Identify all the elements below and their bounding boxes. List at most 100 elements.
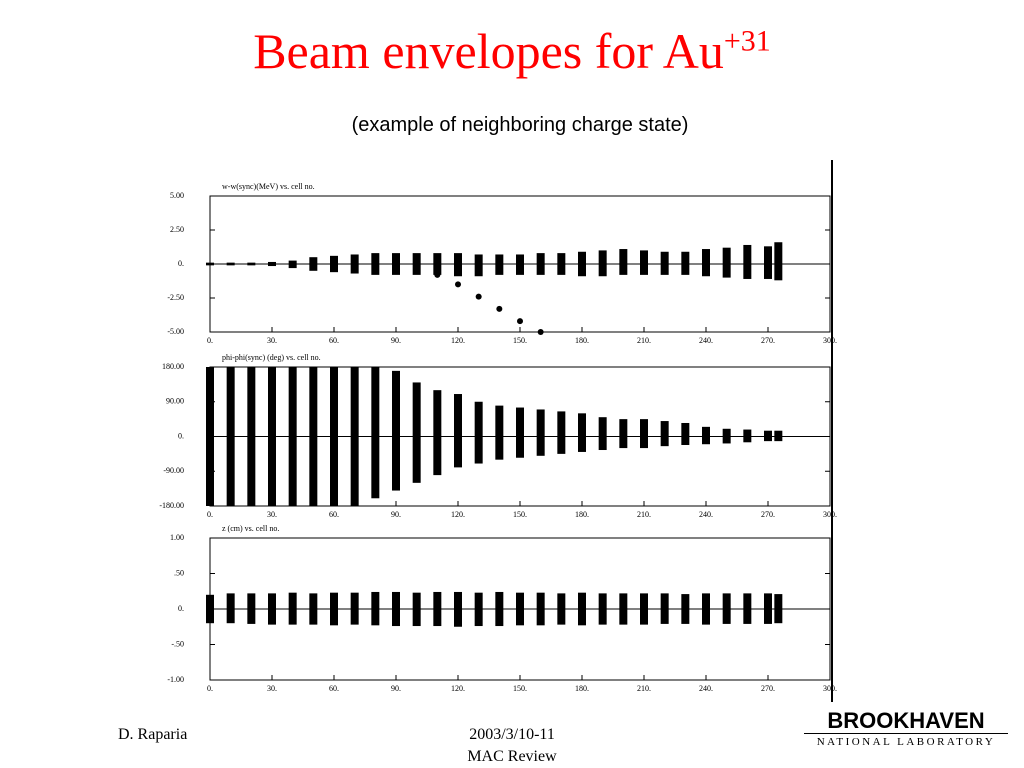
envelope-bar xyxy=(722,247,731,278)
envelope-bar xyxy=(330,592,338,626)
envelope-bar xyxy=(578,251,586,277)
lost-particle xyxy=(517,318,523,325)
x-tick-label: 90. xyxy=(391,336,401,345)
envelope-bar xyxy=(330,255,338,273)
envelope-bar xyxy=(774,594,783,624)
envelope-bar xyxy=(722,593,731,624)
date: 2003/3/10-11 xyxy=(469,726,555,743)
envelope-bar xyxy=(371,253,380,275)
envelope-bar xyxy=(412,382,421,483)
envelope-bar xyxy=(774,242,783,281)
envelope-bar xyxy=(743,429,752,443)
envelope-bar xyxy=(454,394,462,468)
envelope-bar xyxy=(619,249,628,275)
y-tick-label: 0. xyxy=(178,604,184,613)
envelope-bar xyxy=(309,593,318,625)
x-tick-label: 30. xyxy=(267,510,277,519)
envelope-bar xyxy=(433,390,442,476)
envelope-bar xyxy=(598,250,607,277)
envelope-bar xyxy=(598,593,607,625)
y-tick-label: -1.00 xyxy=(167,675,184,684)
envelope-bar xyxy=(578,592,586,626)
x-tick-label: 180. xyxy=(575,684,589,693)
logo-top: BROOKHAVEN xyxy=(827,708,985,733)
x-tick-label: 0. xyxy=(207,510,213,519)
envelope-bar xyxy=(350,592,359,625)
envelope-bar xyxy=(392,370,400,491)
envelope-bar xyxy=(226,367,235,506)
envelope-bar xyxy=(774,430,783,442)
lost-particle xyxy=(496,305,503,312)
envelope-bar xyxy=(288,367,297,506)
envelope-bar xyxy=(702,593,710,625)
envelope-bar xyxy=(247,593,256,624)
envelope-bar xyxy=(288,592,297,625)
y-tick-label: 0. xyxy=(178,431,184,440)
slide-title-wrap: Beam envelopes for Au+31 xyxy=(0,22,1024,80)
envelope-bar xyxy=(350,254,359,274)
envelope-bar xyxy=(206,262,214,266)
envelope-bar xyxy=(412,253,421,275)
x-tick-label: 270. xyxy=(761,684,775,693)
envelope-bar xyxy=(681,422,690,445)
x-tick-label: 0. xyxy=(207,684,213,693)
envelope-bar xyxy=(640,250,648,275)
x-tick-label: 60. xyxy=(329,684,339,693)
envelope-bar xyxy=(660,593,669,624)
y-tick-label: -90.00 xyxy=(163,466,184,475)
envelope-bar xyxy=(578,413,586,452)
envelope-bar xyxy=(702,249,710,277)
x-tick-label: 120. xyxy=(451,336,465,345)
envelope-bar xyxy=(640,419,648,449)
envelope-bar xyxy=(226,262,235,266)
plot-title: phi-phi(sync) (deg) vs. cell no. xyxy=(222,353,321,362)
envelope-bar xyxy=(392,253,400,275)
x-tick-label: 270. xyxy=(761,510,775,519)
envelope-bar xyxy=(557,253,566,275)
envelope-bar xyxy=(454,591,462,627)
envelope-bar xyxy=(764,593,772,624)
envelope-bar xyxy=(392,591,400,627)
y-tick-label: -180.00 xyxy=(159,501,184,510)
envelope-bar xyxy=(268,593,276,625)
y-tick-label: 5.00 xyxy=(170,191,184,200)
envelope-bar xyxy=(681,251,690,275)
envelope-bar xyxy=(743,244,752,279)
y-tick-label: 2.50 xyxy=(170,225,184,234)
envelope-bar xyxy=(557,593,566,625)
envelope-bar xyxy=(371,591,380,626)
x-tick-label: 240. xyxy=(699,336,713,345)
envelope-bar xyxy=(206,594,214,624)
lost-particle xyxy=(475,293,482,300)
y-tick-label: -5.00 xyxy=(167,327,184,336)
x-tick-label: 90. xyxy=(391,510,401,519)
envelope-bar xyxy=(206,367,214,506)
envelope-bar xyxy=(598,417,607,451)
x-tick-label: 300. xyxy=(823,510,837,519)
envelope-bar xyxy=(226,593,235,624)
slide-title: Beam envelopes for Au xyxy=(253,23,724,79)
plot-title: w-w(sync)(MeV) vs. cell no. xyxy=(222,182,315,191)
envelope-bar xyxy=(660,421,669,447)
envelope-bar xyxy=(309,367,318,506)
envelope-bar xyxy=(268,261,276,267)
envelope-bar xyxy=(743,593,752,624)
logo-bottom: NATIONAL LABORATORY xyxy=(804,733,1008,748)
envelope-bar xyxy=(536,409,545,456)
envelope-bar xyxy=(330,367,338,506)
x-tick-label: 0. xyxy=(207,336,213,345)
envelope-bar xyxy=(495,405,504,460)
envelope-bar xyxy=(495,254,504,275)
y-tick-label: 180.00 xyxy=(162,362,184,371)
envelope-bar xyxy=(764,430,772,442)
lost-particle xyxy=(434,271,441,278)
x-tick-label: 210. xyxy=(637,510,651,519)
y-tick-label: -2.50 xyxy=(167,293,184,302)
envelope-bar xyxy=(454,253,462,277)
x-tick-label: 120. xyxy=(451,684,465,693)
x-tick-label: 210. xyxy=(637,684,651,693)
envelope-bar xyxy=(516,407,524,458)
event: MAC Review xyxy=(467,748,557,765)
